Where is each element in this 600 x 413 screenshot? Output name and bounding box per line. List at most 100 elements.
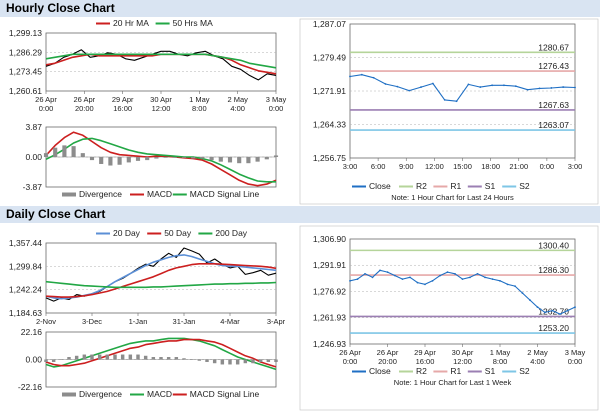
hourly-close-ytick-label: 1,271.91 (313, 86, 346, 96)
daily-macd-legend-swatch (62, 392, 76, 397)
hourly-macd-legend-label: MACD Signal Line (190, 189, 260, 199)
daily-macd-ytick-label: -22.16 (18, 382, 42, 392)
daily-price-ytick-label: 1,299.84 (9, 261, 42, 271)
daily-close-point (574, 306, 576, 309)
daily-macd-hist-bar (166, 357, 171, 360)
hourly-price-series-ma50 (45, 53, 277, 69)
hourly-price-legend-label: 50 Hrs MA (173, 18, 213, 28)
daily-close-point (356, 278, 359, 280)
hourly-close-point (562, 86, 565, 88)
hourly-close-point (550, 87, 553, 89)
hourly-close-point (526, 88, 529, 91)
hourly-macd-hist-bar (200, 157, 205, 159)
daily-macd-legend-label: MACD Signal Line (190, 389, 260, 399)
daily-macd-hist-bar (120, 354, 125, 360)
hourly-close-point (443, 98, 446, 101)
daily-close-xtick-label: 8:00 (493, 357, 508, 366)
hourly-macd-hist-bar (209, 157, 214, 161)
daily-close-group: 1,306.90 1,291.91 1,276.92 1,261.93 1,246.93… (313, 234, 576, 387)
hourly-close-xtick-label: 6:00 (371, 162, 386, 171)
daily-macd-hist-bar (251, 359, 255, 364)
daily-price-group: 1,357.44 1,299.84 1,242.24 1,184.63 20 Day 50… (9, 228, 277, 318)
daily-close-xtick-label: 16:00 (416, 357, 435, 366)
daily-macd-hist-bar (90, 354, 94, 360)
hourly-macd-hist-bar (53, 147, 58, 157)
daily-close-panel-border (299, 225, 599, 411)
daily-macd-hist-bar (189, 359, 194, 360)
hourly-close-xtick-label: 18:00 (481, 162, 500, 171)
hourly-price-xtick-label: 26 Apr (73, 95, 95, 104)
hourly-price-group: 1,299.13 1,286.29 1,273.45 1,260.61 20 Hr MA… (9, 18, 277, 96)
daily-close-point (394, 274, 396, 277)
hourly-macd-hist-bar (80, 153, 85, 157)
daily-close-point (551, 309, 554, 312)
daily-macd-hist-bar (136, 354, 140, 360)
daily-macd-legend-label: Divergence (79, 389, 122, 399)
hourly-close-xtick-label: 15:00 (453, 162, 472, 171)
hourly-macd-legend-label: Divergence (79, 189, 122, 199)
hourly-close-point (479, 86, 482, 88)
daily-macd-hist-bar (97, 354, 102, 360)
daily-close-point (484, 276, 486, 279)
hourly-macd-hist-bar (227, 157, 233, 163)
daily-price-series-ma200 (45, 280, 277, 289)
hourly-price-series-price (45, 49, 277, 81)
hourly-price-xtick-label: 2 May (227, 95, 248, 104)
daily-macd-series-macd (45, 338, 277, 368)
daily-close-point (439, 274, 441, 277)
hourly-macd-legend-swatch (62, 192, 76, 197)
hourly-macd-hist-bar (237, 157, 242, 164)
daily-close-point (454, 272, 456, 275)
daily-close-point (529, 299, 531, 302)
daily-close-xtick-label: 12:00 (453, 357, 472, 366)
daily-close-xtick-label: 20:00 (378, 357, 397, 366)
hourly-macd-hist-bar (191, 157, 196, 159)
daily-close-xtick-label: 26 Apr (339, 348, 361, 357)
hourly-close-level-label-s1: 1267.63 (538, 100, 569, 110)
hourly-close-point (408, 89, 411, 92)
hourly-macd-hist-bar (43, 153, 49, 157)
daily-price-xtick-label: 2-Nov (36, 317, 56, 326)
daily-price-xtick-label: 4-Mar (220, 317, 240, 326)
daily-close-point (491, 278, 494, 280)
hourly-close-ytick-label: 1,287.07 (313, 19, 346, 29)
hourly-close-series-close (349, 74, 576, 102)
hourly-macd-hist-bar (71, 146, 76, 157)
daily-close-xtick-label: 26 Apr (377, 348, 399, 357)
hourly-macd-hist-bar (117, 157, 122, 165)
daily-close-point (364, 272, 366, 275)
hourly-close-point (574, 86, 576, 89)
daily-macd-ytick-label: 0.00 (25, 355, 42, 365)
hourly-close-xtick-label: 3:00 (343, 162, 358, 171)
hourly-macd-group: 3.87 0.00 -3.87 Divergence MACD MACD Signal L… (23, 122, 279, 199)
daily-close-legend-label: Close (369, 366, 391, 376)
hourly-close-legend-label: R1 (450, 181, 461, 191)
hourly-close-xtick-label: 21:00 (509, 162, 528, 171)
hourly-close-legend-label: R2 (416, 181, 427, 191)
daily-close-xtick-label: 2 May (527, 348, 548, 357)
daily-close-xtick-label: 29 Apr (414, 348, 436, 357)
hourly-macd-hist-bar (108, 157, 113, 166)
daily-close-xtick-label: 0:00 (343, 357, 358, 366)
daily-macd-hist-bar (228, 359, 232, 365)
hourly-price-ytick-label: 1,273.45 (9, 67, 42, 77)
daily-close-point (536, 306, 539, 309)
hourly-price-ytick-label: 1,260.61 (9, 86, 42, 96)
daily-macd-hist-bar (51, 359, 56, 362)
hourly-close-point (503, 84, 505, 87)
daily-close-xtick-label: 3 May (565, 348, 586, 357)
hourly-close-point (538, 87, 541, 90)
daily-macd-hist-bar (44, 359, 48, 362)
daily-close-point (349, 279, 351, 282)
hourly-close-point (491, 84, 494, 87)
daily-macd-hist-bar (143, 355, 148, 360)
hourly-close-point (349, 75, 351, 78)
daily-price-frame (45, 242, 277, 314)
daily-close-level-label-r2: 1300.40 (538, 240, 569, 250)
hourly-macd-ytick-label: 0.00 (25, 152, 42, 162)
hourly-macd-hist-bar (264, 157, 269, 160)
daily-macd-hist-bar (235, 359, 240, 365)
hourly-close-ytick-label: 1,256.75 (313, 153, 346, 163)
hourly-close-point (360, 73, 363, 76)
hourly-macd-series-macd (45, 131, 277, 187)
